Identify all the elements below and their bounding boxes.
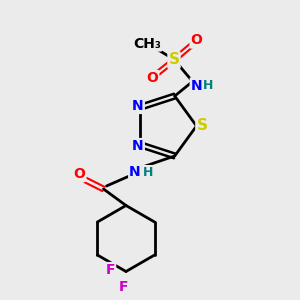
Text: O: O [74,167,86,181]
Text: N: N [132,139,144,153]
Text: S: S [169,52,179,68]
Text: N: N [132,99,144,113]
Text: CH₃: CH₃ [133,37,161,50]
Text: O: O [190,34,202,47]
Text: F: F [118,280,128,294]
Text: N: N [191,79,202,92]
Text: H: H [142,166,153,179]
Text: O: O [146,71,158,85]
Text: H: H [203,79,214,92]
Text: N: N [129,166,141,179]
Text: F: F [106,263,115,277]
Text: S: S [196,118,207,134]
